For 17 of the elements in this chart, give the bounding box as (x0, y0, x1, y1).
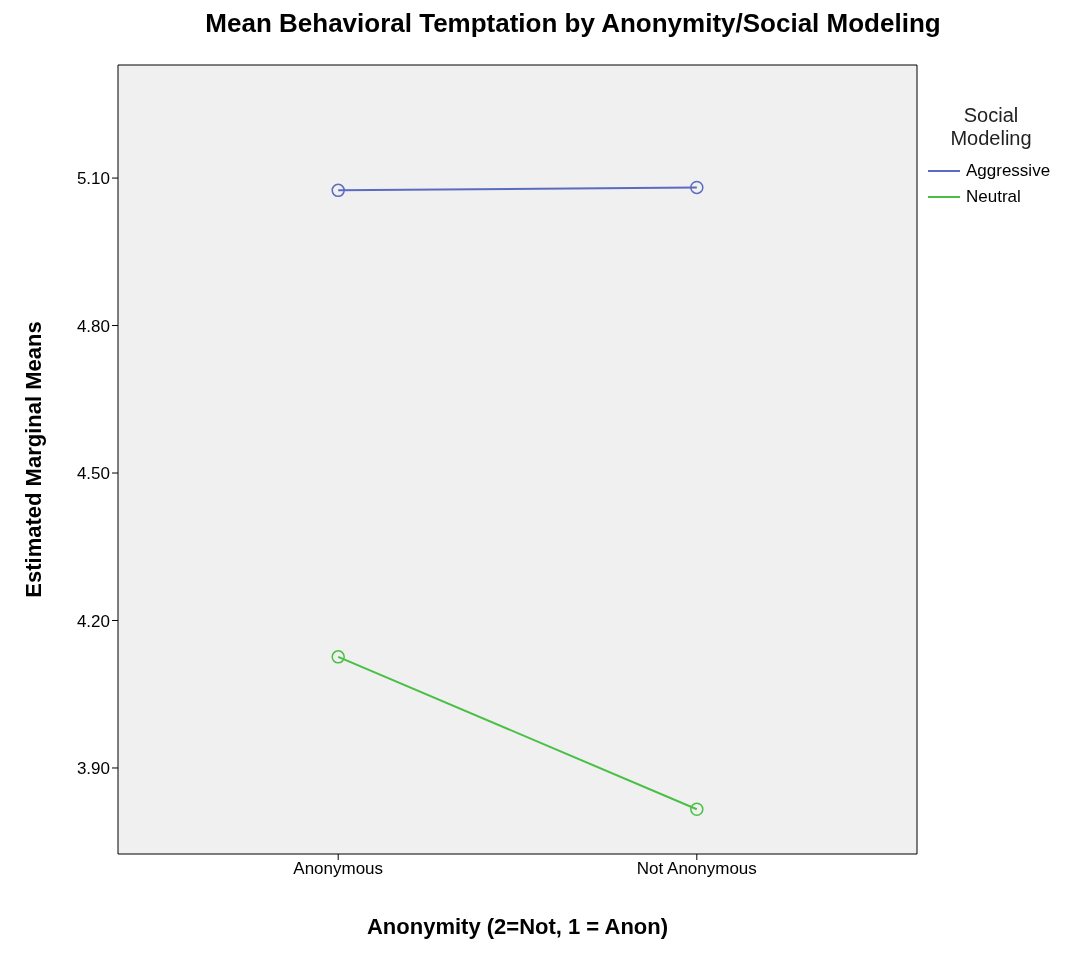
x-tick-label: Not Anonymous (636, 859, 757, 879)
y-tick-label: 5.10 (76, 169, 110, 189)
y-tick-label: 3.90 (76, 759, 110, 779)
point (690, 802, 704, 817)
point (331, 183, 345, 198)
y-tick-label: 4.80 (76, 316, 110, 336)
y-tick-label: 4.20 (76, 611, 110, 631)
legend-label: Aggressive (966, 161, 1051, 181)
point (690, 180, 704, 195)
x-axis-title: Anonymity (2=Not, 1 = Anon) (366, 914, 669, 939)
chart-title: Mean Behavioral Temptation by Anonymity/Social Modeling (204, 8, 942, 40)
y-axis-title: Estimated Marginal Means (20, 321, 46, 598)
point (331, 650, 345, 664)
legend-title: Social Modeling (949, 104, 1033, 150)
legend-label: Neutral (966, 187, 1021, 207)
x-tick-label: Anonymous (293, 859, 384, 879)
y-tick-label: 4.50 (76, 464, 110, 484)
